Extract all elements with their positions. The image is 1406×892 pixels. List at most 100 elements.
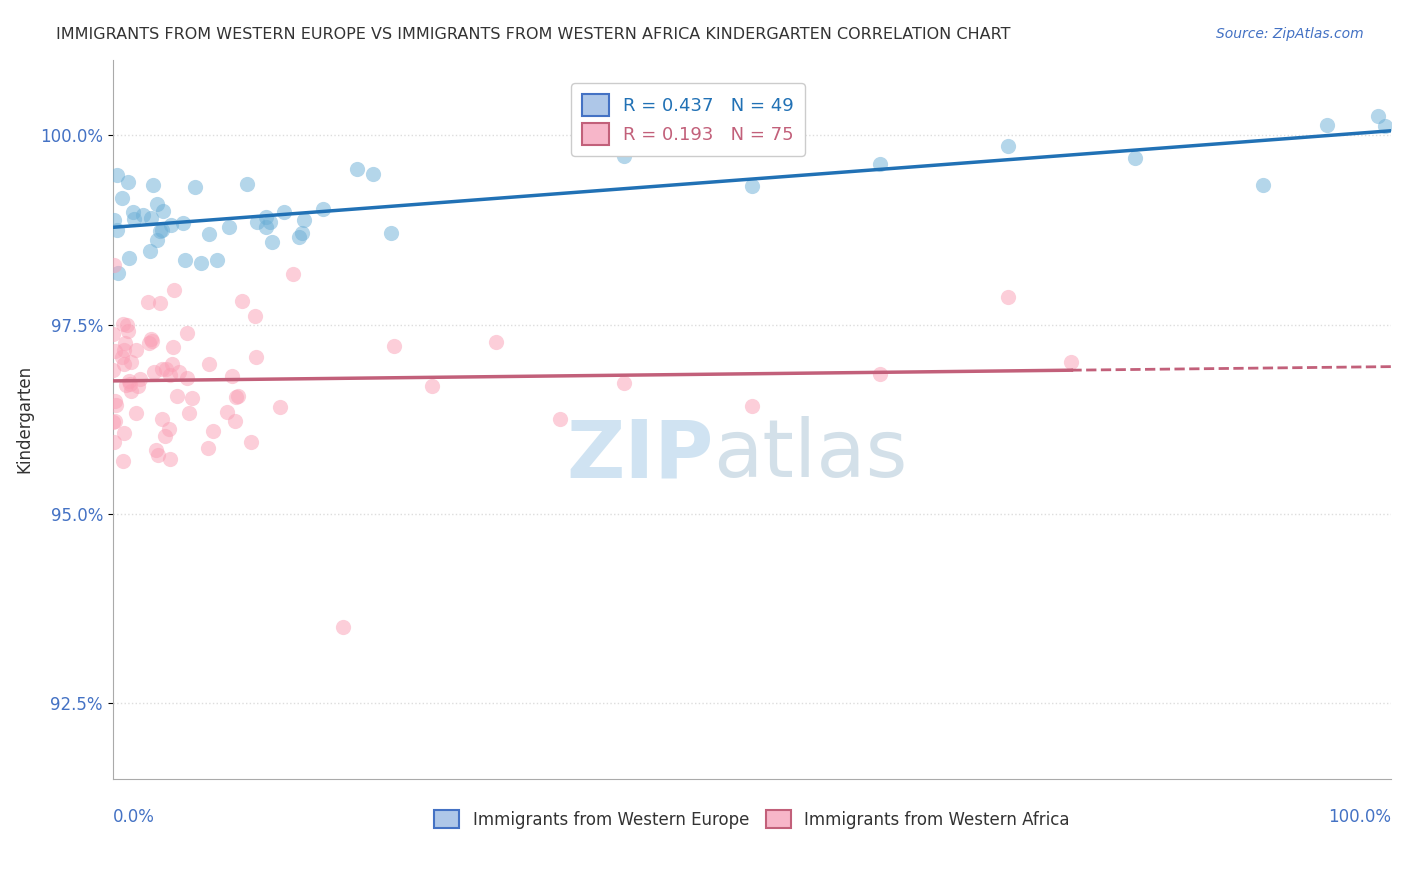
Point [198,227,221,242]
Point [172,216,194,230]
Point [159,368,181,382]
Point [254,211,277,225]
Point [111,351,134,365]
Point [1316,118,1339,132]
Point [176,370,198,384]
Point [148,448,170,462]
Point [218,219,240,234]
Point [150,361,173,376]
Point [215,405,238,419]
Point [150,223,173,237]
Point [127,379,149,393]
Point [112,357,135,371]
Point [114,336,136,351]
Point [155,429,177,443]
Point [221,369,243,384]
Point [163,283,186,297]
Text: ZIP: ZIP [567,417,713,494]
Point [159,422,181,436]
Point [121,205,143,219]
Point [103,363,125,377]
Point [281,267,304,281]
Point [139,332,162,346]
Point [141,334,163,348]
Y-axis label: Kindergarten: Kindergarten [15,365,32,474]
Point [246,215,269,229]
Point [146,197,169,211]
Point [174,252,197,267]
Text: Source: ZipAtlas.com: Source: ZipAtlas.com [1216,27,1364,41]
Point [118,251,141,265]
Point [1367,109,1389,123]
Point [287,229,309,244]
Point [245,310,267,324]
Point [184,180,207,194]
Point [613,376,636,391]
Point [104,414,127,428]
Point [120,384,142,398]
Point [177,406,200,420]
Point [312,202,335,216]
Point [741,178,763,193]
Point [118,374,141,388]
Point [112,343,135,358]
Point [176,326,198,340]
Point [160,358,183,372]
Point [111,191,134,205]
Point [138,336,160,351]
Point [160,218,183,232]
Point [254,220,277,235]
Point [997,139,1019,153]
Point [382,339,405,353]
Point [103,213,125,227]
Point [346,161,368,176]
Point [269,400,291,414]
Text: 0.0%: 0.0% [112,807,155,826]
Point [103,258,125,272]
Point [197,441,219,455]
Point [149,296,172,310]
Point [292,212,315,227]
Point [138,244,160,258]
Point [125,406,148,420]
Point [997,290,1019,304]
Point [129,372,152,386]
Point [103,327,125,342]
Point [125,343,148,358]
Point [613,149,636,163]
Point [245,350,267,364]
Point [169,365,191,379]
Point [105,168,128,182]
Point [142,178,165,192]
Point [741,400,763,414]
Point [149,224,172,238]
Point [152,204,174,219]
Point [1374,120,1396,134]
Point [155,362,177,376]
Point [239,434,262,449]
Point [136,294,159,309]
Point [166,389,188,403]
Point [107,223,129,237]
Point [159,452,181,467]
Point [103,435,125,450]
Point [181,391,204,405]
Point [162,340,184,354]
Point [145,443,167,458]
Point [332,620,354,634]
Point [124,211,146,226]
Point [150,412,173,426]
Point [132,208,155,222]
Point [104,398,127,412]
Point [118,376,141,391]
Point [273,204,295,219]
Point [198,357,221,371]
Point [1123,151,1146,165]
Point [103,415,125,429]
Point [226,389,249,403]
Point [104,394,127,409]
Point [202,424,225,438]
Point [139,211,162,225]
Point [236,177,259,191]
Point [112,318,135,332]
